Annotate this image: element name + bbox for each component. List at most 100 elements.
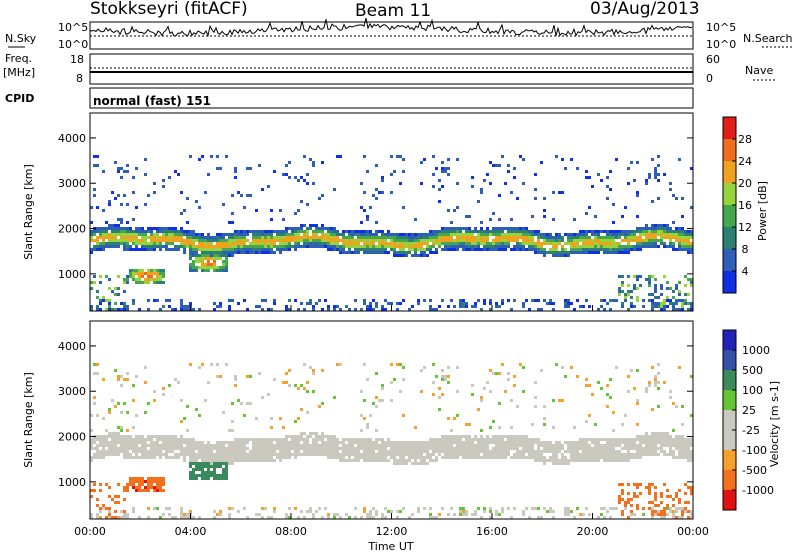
power-cell [624,233,627,236]
velocity-cell [348,516,351,519]
velocity-cell [231,462,234,465]
velocity-cell [354,438,357,441]
velocity-cell [681,441,684,444]
velocity-cell [114,450,117,453]
power-cell [522,230,525,233]
velocity-cell [129,444,132,447]
velocity-cell [207,465,210,468]
velocity-cell [672,453,675,456]
velocity-cell [204,474,207,477]
velocity-cell [381,513,384,516]
power-cell [636,287,639,290]
power-cell [156,230,159,233]
power-cell [576,248,579,251]
power-cell [354,230,357,233]
velocity-cell [417,507,420,510]
velocity-cell [510,438,513,441]
velocity-cell [180,399,183,402]
velocity-cell [270,438,273,441]
power-cell [456,182,459,185]
velocity-cell [195,477,198,480]
velocity-cell [237,456,240,459]
velocity-colorbar-swatch [723,390,736,410]
velocity-cell [678,441,681,444]
power-cell [381,308,384,311]
power-cell [228,245,231,248]
velocity-cell [177,456,180,459]
velocity-cell [210,456,213,459]
velocity-cell [615,507,618,510]
power-cell [657,197,660,200]
power-cell [204,245,207,248]
velocity-cell [447,417,450,420]
power-cell [363,233,366,236]
velocity-cell [414,462,417,465]
power-cell [372,308,375,311]
velocity-cell [510,441,513,444]
power-cell [654,173,657,176]
power-cell [315,227,318,230]
velocity-cell [306,411,309,414]
power-cell [687,236,690,239]
velocity-cell [453,447,456,450]
power-cell [498,242,501,245]
power-cell [363,230,366,233]
power-cell [354,233,357,236]
velocity-cell [597,450,600,453]
velocity-cell [621,438,624,441]
velocity-cell [423,444,426,447]
velocity-cell [180,450,183,453]
velocity-cell [483,444,486,447]
velocity-cell [612,447,615,450]
power-cell [126,233,129,236]
velocity-cell [381,399,384,402]
velocity-cell [672,450,675,453]
velocity-cell [588,513,591,516]
velocity-cell [198,516,201,519]
velocity-cell [183,459,186,462]
velocity-cell [210,450,213,453]
power-cell [636,239,639,242]
power-cell [636,236,639,239]
power-cell [207,233,210,236]
power-cell [312,245,315,248]
power-cell [621,239,624,242]
power-cell [669,236,672,239]
power-cell [639,227,642,230]
power-cell [99,233,102,236]
power-cell [207,269,210,272]
velocity-cell [327,513,330,516]
power-cell [303,242,306,245]
velocity-cell [450,450,453,453]
power-cell [144,230,147,233]
power-cell [486,227,489,230]
velocity-cell [639,450,642,453]
velocity-cell [216,474,219,477]
velocity-cell [186,516,189,519]
power-cell [363,245,366,248]
power-cell [111,224,114,227]
power-cell [333,188,336,191]
velocity-cell [453,441,456,444]
velocity-cell [627,456,630,459]
velocity-cell [345,453,348,456]
velocity-cell [612,453,615,456]
velocity-cell [396,447,399,450]
velocity-cell [417,447,420,450]
power-cell [195,251,198,254]
velocity-cell [354,453,357,456]
velocity-cell [417,453,420,456]
velocity-cell [138,450,141,453]
power-cell [687,242,690,245]
power-cell [372,242,375,245]
power-cell [279,251,282,254]
power-cell [342,242,345,245]
velocity-cell [435,441,438,444]
power-cell [258,236,261,239]
velocity-cell [468,435,471,438]
power-cell [597,233,600,236]
velocity-cell [648,483,651,486]
velocity-cell [651,513,654,516]
velocity-cell [639,492,642,495]
velocity-cell [204,465,207,468]
